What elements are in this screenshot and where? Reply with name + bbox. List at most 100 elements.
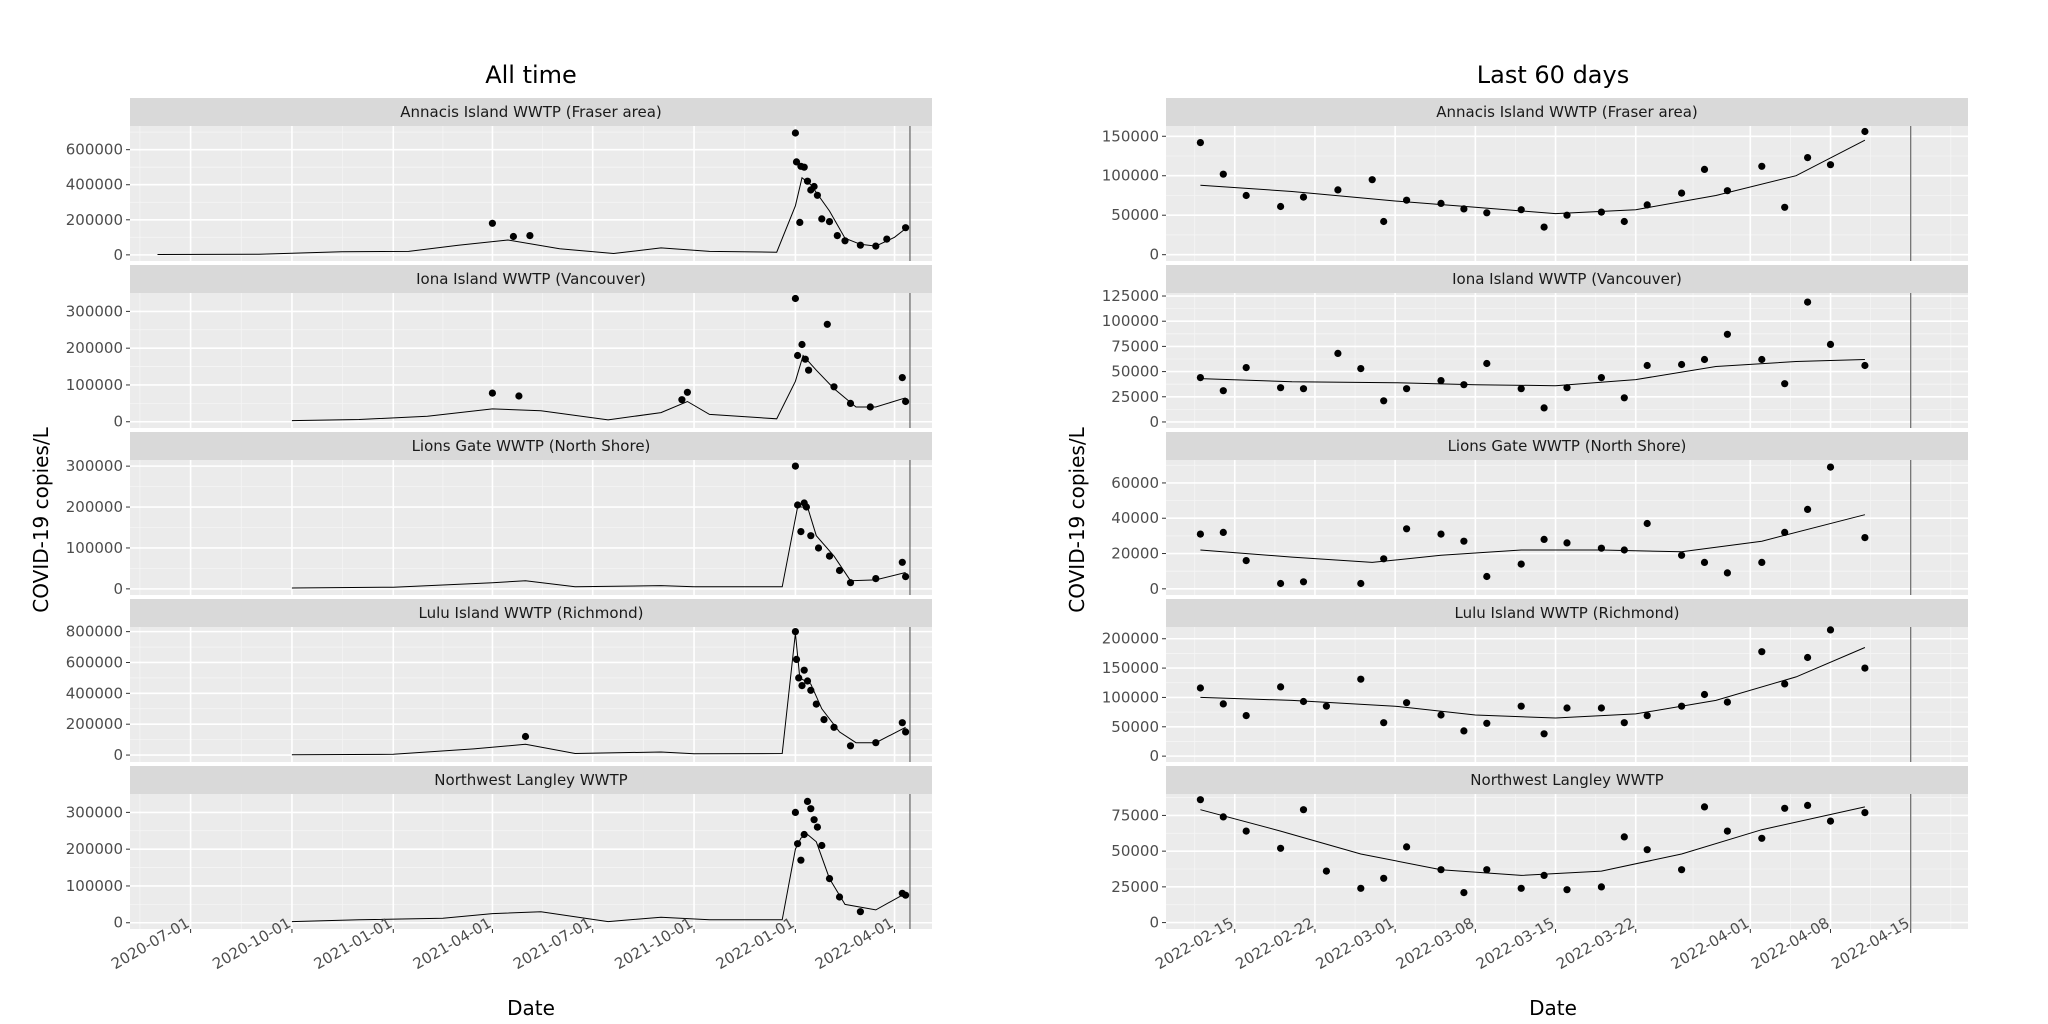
facet-panel <box>130 794 932 929</box>
data-point <box>1437 530 1445 538</box>
data-point <box>1861 664 1869 672</box>
y-tick-label: 100000 <box>66 877 123 895</box>
data-point <box>1563 539 1571 547</box>
data-point <box>1357 884 1365 892</box>
data-point <box>1826 340 1835 348</box>
facet-strip-label: Lions Gate WWTP (North Shore) <box>1448 437 1687 455</box>
y-tick-label: 25000 <box>1111 878 1159 896</box>
data-point <box>841 237 849 245</box>
y-tick-label: 0 <box>1149 747 1159 765</box>
data-point <box>846 399 855 407</box>
data-point <box>902 728 910 736</box>
facet-strip <box>1166 766 1968 794</box>
data-point <box>488 389 496 397</box>
data-point <box>1196 139 1204 147</box>
data-point <box>810 816 818 824</box>
data-point <box>1242 827 1250 835</box>
y-tick-label: 0 <box>113 580 123 598</box>
data-point <box>1437 711 1445 719</box>
data-point <box>1781 528 1789 537</box>
data-point <box>1540 871 1548 880</box>
data-point <box>1219 170 1227 178</box>
y-tick-label: 100000 <box>1102 688 1159 706</box>
data-point <box>1517 560 1525 568</box>
chart-last-60-days: Last 60 days Annacis Island WWTP (Fraser … <box>1065 61 1968 1020</box>
facet-last-60-days-2: Lions Gate WWTP (North Shore) 0 20000 40000… <box>1111 432 1968 598</box>
facet-strip-label: Lulu Island WWTP (Richmond) <box>419 604 644 622</box>
data-point <box>1517 884 1525 892</box>
facet-panel <box>1166 627 1968 762</box>
data-point <box>1563 384 1571 392</box>
facet-strip <box>1166 599 1968 627</box>
y-tick-label: 300000 <box>66 457 123 475</box>
data-point <box>1826 626 1835 634</box>
data-point <box>807 805 815 813</box>
data-point <box>1219 700 1227 708</box>
data-point <box>1597 544 1605 552</box>
data-point <box>1861 809 1869 817</box>
x-axis-title: Date <box>507 996 555 1020</box>
data-point <box>1597 208 1605 216</box>
chart-title-all-time: All time <box>485 61 577 89</box>
data-point <box>835 893 844 901</box>
data-point <box>798 340 806 349</box>
data-point <box>1781 804 1789 812</box>
facet-last-60-days-4: Northwest Langley WWTP 0 25000 50000 75000 <box>1111 766 1968 933</box>
trend-line <box>291 506 906 589</box>
data-point <box>1196 684 1204 692</box>
facet-strip-label: Lulu Island WWTP (Richmond) <box>1455 604 1680 622</box>
data-point <box>825 875 834 883</box>
data-point <box>1597 374 1605 382</box>
y-axis-title: COVID-19 copies/L <box>29 426 53 612</box>
data-point <box>1196 796 1204 804</box>
trend-line <box>1200 647 1866 719</box>
facet-all-time-4: Northwest Langley WWTP 0 100000 200000 30000… <box>66 766 932 933</box>
y-tick-label: 150000 <box>1102 659 1159 677</box>
data-point <box>825 552 834 560</box>
data-point <box>1861 534 1869 542</box>
y-tick-label: 0 <box>1149 413 1159 431</box>
data-point <box>1403 699 1411 707</box>
data-point <box>801 355 809 363</box>
data-point <box>515 392 523 400</box>
y-tick-label: 200000 <box>1102 630 1159 648</box>
facet-strip-label: Iona Island WWTP (Vancouver) <box>1452 270 1682 288</box>
data-point <box>1620 217 1628 226</box>
data-point <box>830 383 838 391</box>
data-point <box>1643 846 1651 854</box>
data-point <box>1620 719 1628 727</box>
data-point <box>1403 385 1411 393</box>
data-point <box>1299 193 1308 201</box>
trend-line <box>1200 359 1865 387</box>
data-point <box>805 366 813 374</box>
data-point <box>1781 203 1789 211</box>
data-point <box>1723 827 1731 835</box>
data-point <box>1460 537 1468 545</box>
data-point <box>1357 365 1365 373</box>
facet-last-60-days-0: Annacis Island WWTP (Fraser area) 0 50000 1… <box>1102 98 1968 264</box>
data-point <box>1700 690 1709 699</box>
data-point <box>1196 530 1204 538</box>
data-point <box>791 808 800 817</box>
data-point <box>1563 211 1571 219</box>
data-point <box>1277 384 1285 392</box>
data-point <box>488 219 496 227</box>
data-point <box>1517 206 1525 214</box>
data-point <box>818 215 826 223</box>
data-point <box>1643 519 1651 528</box>
data-point <box>1380 555 1388 563</box>
data-point <box>1242 364 1250 372</box>
y-axis-title: COVID-19 copies/L <box>1065 426 1089 612</box>
data-point <box>1826 817 1835 825</box>
data-point <box>1483 866 1491 874</box>
data-point <box>1380 397 1388 405</box>
trend-line <box>291 354 906 422</box>
facet-strip-label: Annacis Island WWTP (Fraser area) <box>1436 103 1698 121</box>
data-point <box>1804 298 1812 306</box>
data-point <box>1242 712 1250 720</box>
data-point <box>898 374 906 382</box>
y-tick-label: 75000 <box>1111 337 1159 355</box>
data-point <box>1620 833 1628 841</box>
facet-strip-label: Annacis Island WWTP (Fraser area) <box>400 103 662 121</box>
